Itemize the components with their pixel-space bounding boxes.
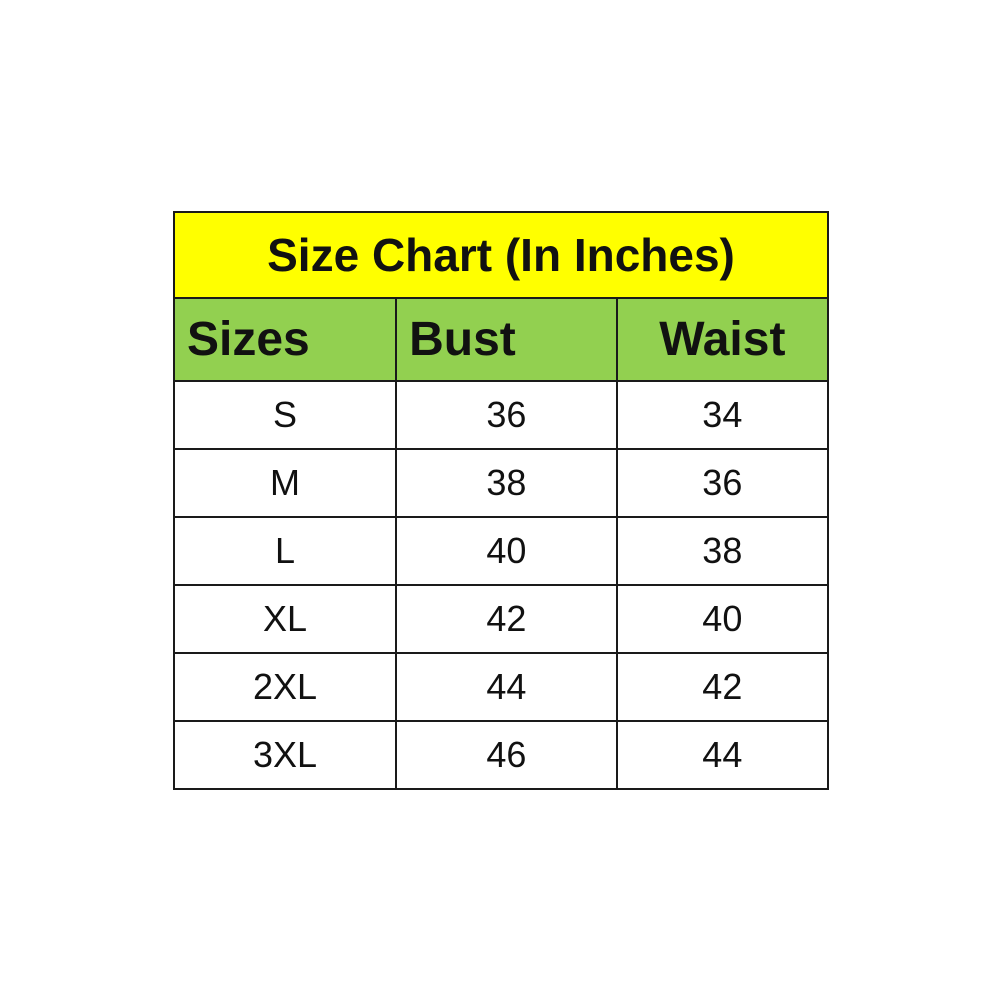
table-row: S 36 34 xyxy=(172,380,830,450)
waist-cell: 42 xyxy=(615,652,830,722)
bust-cell: 40 xyxy=(395,516,618,586)
header-row: Sizes Bust Waist xyxy=(172,297,830,382)
waist-cell: 38 xyxy=(615,516,830,586)
bust-cell: 42 xyxy=(395,584,618,654)
size-cell: 2XL xyxy=(172,652,398,722)
header-sizes: Sizes xyxy=(172,297,398,382)
bust-cell: 36 xyxy=(395,380,618,450)
table-row: L 40 38 xyxy=(172,516,830,586)
size-cell: L xyxy=(172,516,398,586)
waist-cell: 44 xyxy=(615,720,830,790)
size-cell: 3XL xyxy=(172,720,398,790)
size-cell: XL xyxy=(172,584,398,654)
table-body: S 36 34 M 38 36 L 40 38 XL 42 40 2XL 44 42 3XL 46 44 xyxy=(172,380,830,790)
size-cell: M xyxy=(172,448,398,518)
bust-cell: 44 xyxy=(395,652,618,722)
table-row: M 38 36 xyxy=(172,448,830,518)
table-row: XL 42 40 xyxy=(172,584,830,654)
bust-cell: 46 xyxy=(395,720,618,790)
waist-cell: 36 xyxy=(615,448,830,518)
table-row: 3XL 46 44 xyxy=(172,720,830,790)
waist-cell: 34 xyxy=(615,380,830,450)
table-title: Size Chart (In Inches) xyxy=(173,211,829,299)
size-chart-table: Size Chart (In Inches) Sizes Bust Waist … xyxy=(172,211,830,790)
waist-cell: 40 xyxy=(615,584,830,654)
title-row: Size Chart (In Inches) xyxy=(173,211,829,299)
table-row: 2XL 44 42 xyxy=(172,652,830,722)
header-waist: Waist xyxy=(615,297,830,382)
header-bust: Bust xyxy=(395,297,618,382)
size-cell: S xyxy=(172,380,398,450)
bust-cell: 38 xyxy=(395,448,618,518)
